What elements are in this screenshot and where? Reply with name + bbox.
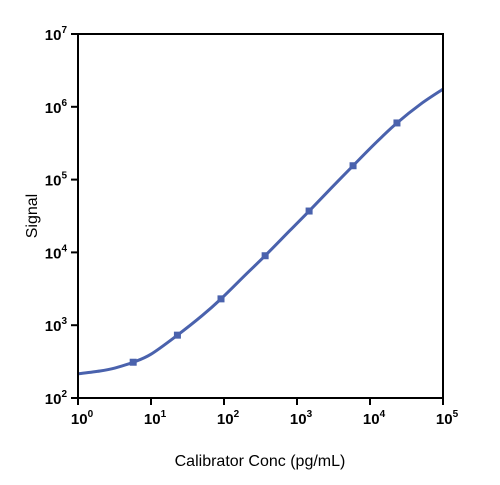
- data-point: [305, 207, 313, 215]
- y-tick-label: 105: [45, 171, 68, 190]
- data-point: [173, 331, 181, 339]
- y-tick-label: 106: [45, 98, 68, 117]
- data-point: [217, 295, 225, 303]
- fit-curve-line: [77, 87, 444, 376]
- x-tick-label: 101: [144, 409, 167, 428]
- data-point: [261, 252, 269, 260]
- y-axis-title: Signal: [24, 194, 41, 238]
- x-tick-label: 104: [363, 409, 386, 428]
- y-axis: 102 103 104 105 106 107: [45, 25, 78, 408]
- plot-area: [77, 87, 444, 376]
- x-tick-label: 103: [290, 409, 313, 428]
- data-point: [129, 358, 137, 366]
- x-tick-label: 100: [71, 409, 94, 428]
- data-point: [349, 162, 357, 170]
- data-point: [393, 119, 401, 127]
- plot-frame: [77, 33, 444, 399]
- y-tick-label: 103: [45, 316, 68, 335]
- data-points: [129, 119, 401, 366]
- x-tick-label: 105: [436, 409, 459, 428]
- x-axis: 100 101 102 103 104 105: [71, 398, 459, 428]
- y-tick-label: 102: [45, 389, 68, 408]
- x-axis-title: Calibrator Conc (pg/mL): [175, 453, 346, 470]
- y-tick-label: 104: [45, 243, 68, 262]
- x-tick-label: 102: [217, 409, 240, 428]
- y-tick-label: 107: [45, 25, 68, 44]
